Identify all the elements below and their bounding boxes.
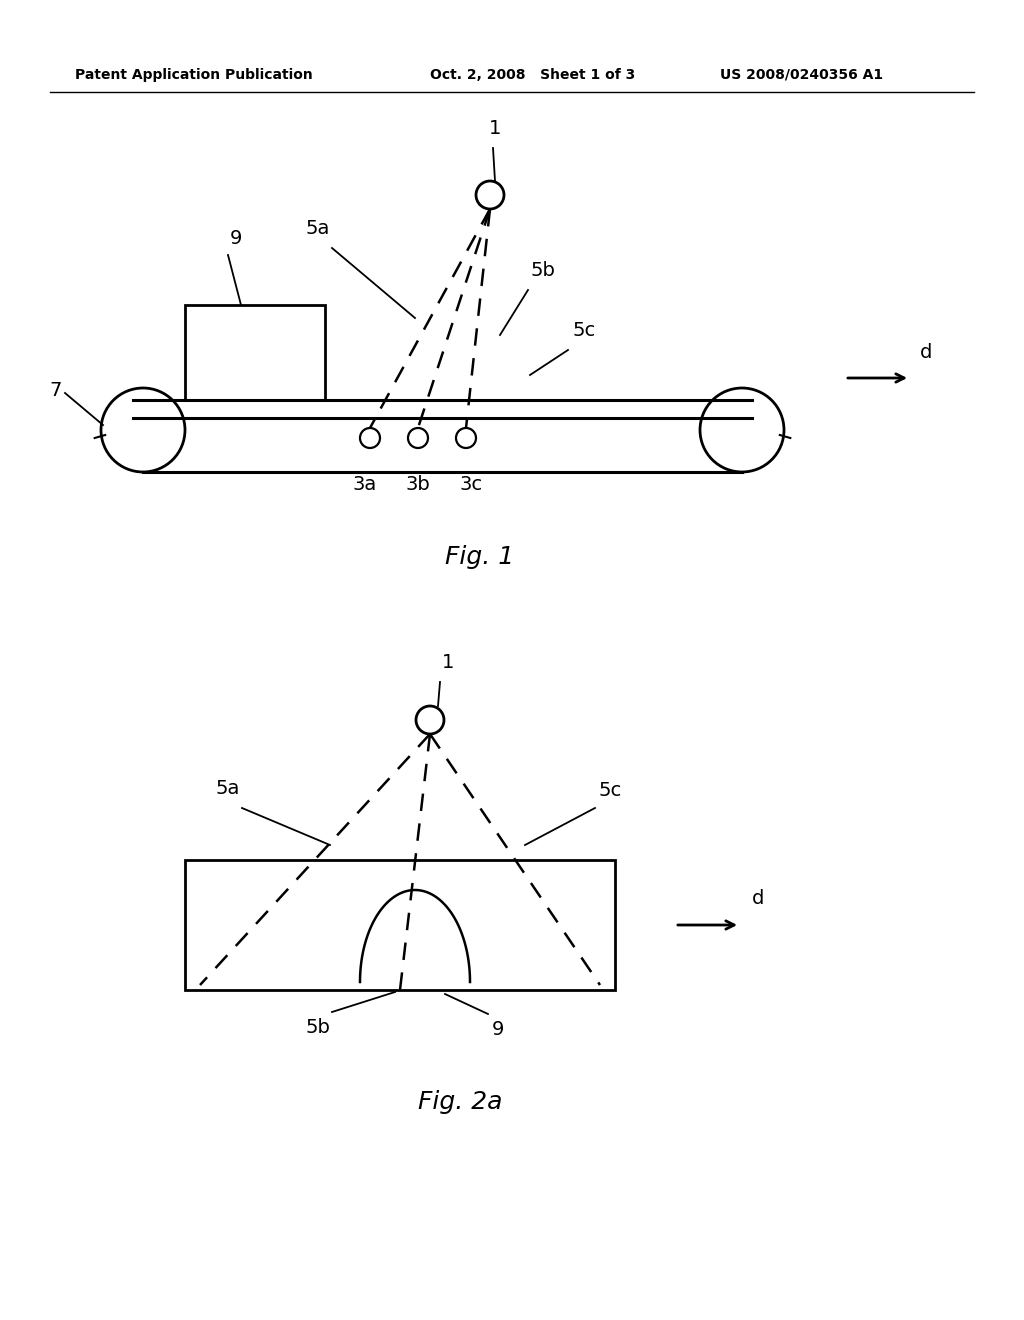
Text: 1: 1 bbox=[442, 653, 455, 672]
Text: 5c: 5c bbox=[598, 781, 622, 800]
Text: 5b: 5b bbox=[305, 1018, 330, 1038]
Bar bbox=[185, 305, 325, 400]
Text: 5b: 5b bbox=[530, 261, 555, 280]
Text: 1: 1 bbox=[488, 119, 501, 139]
Text: 7: 7 bbox=[49, 380, 62, 400]
Text: Oct. 2, 2008   Sheet 1 of 3: Oct. 2, 2008 Sheet 1 of 3 bbox=[430, 69, 635, 82]
Text: 3a: 3a bbox=[353, 475, 377, 494]
Text: d: d bbox=[920, 343, 933, 362]
Text: Patent Application Publication: Patent Application Publication bbox=[75, 69, 312, 82]
Text: 5a: 5a bbox=[216, 779, 240, 799]
Text: Fig. 1: Fig. 1 bbox=[445, 545, 515, 569]
Text: 5c: 5c bbox=[572, 321, 595, 341]
Text: 5a: 5a bbox=[305, 219, 330, 238]
Text: 9: 9 bbox=[230, 228, 243, 248]
Text: US 2008/0240356 A1: US 2008/0240356 A1 bbox=[720, 69, 883, 82]
Text: 9: 9 bbox=[492, 1020, 505, 1039]
Bar bbox=[185, 861, 615, 990]
Text: Fig. 2a: Fig. 2a bbox=[418, 1090, 502, 1114]
Text: d: d bbox=[752, 888, 764, 908]
Text: 3c: 3c bbox=[460, 475, 482, 494]
Text: 3b: 3b bbox=[406, 475, 430, 494]
